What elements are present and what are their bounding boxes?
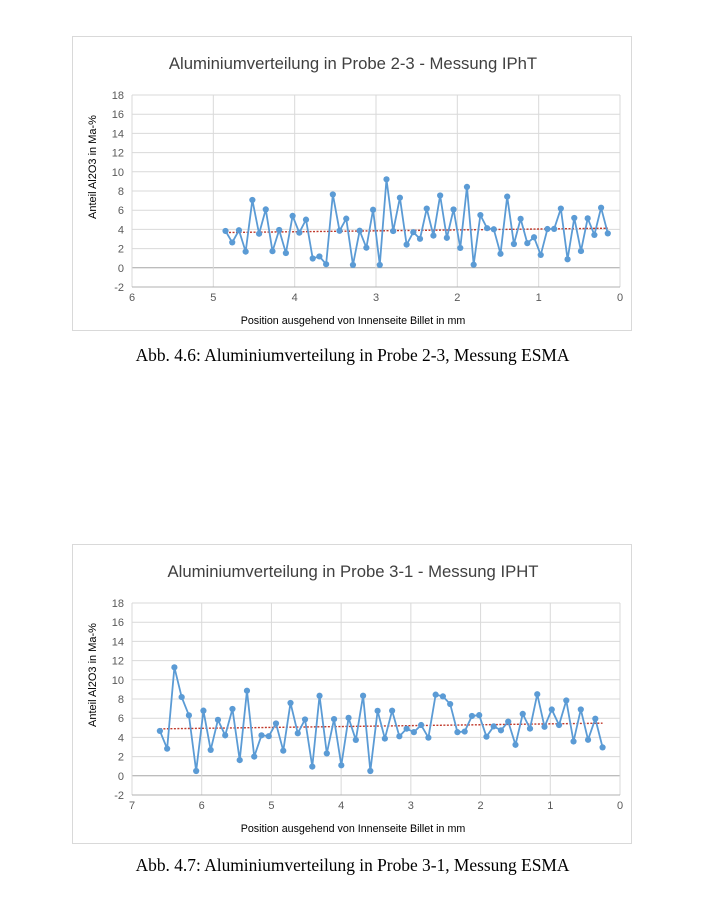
- svg-text:12: 12: [112, 148, 124, 160]
- svg-text:3: 3: [373, 292, 379, 304]
- svg-text:18: 18: [112, 90, 124, 102]
- svg-text:4: 4: [292, 292, 298, 304]
- svg-text:-2: -2: [114, 790, 124, 802]
- svg-text:2: 2: [478, 800, 484, 812]
- svg-text:18: 18: [112, 598, 124, 610]
- svg-text:16: 16: [112, 617, 124, 629]
- svg-text:-2: -2: [114, 282, 124, 294]
- svg-text:6: 6: [118, 713, 124, 725]
- svg-text:0: 0: [617, 292, 623, 304]
- svg-text:14: 14: [112, 636, 124, 648]
- svg-text:4: 4: [118, 732, 124, 744]
- svg-text:4: 4: [338, 800, 344, 812]
- svg-text:0: 0: [118, 771, 124, 783]
- svg-text:12: 12: [112, 656, 124, 668]
- svg-text:6: 6: [199, 800, 205, 812]
- svg-text:2: 2: [454, 292, 460, 304]
- svg-text:8: 8: [118, 186, 124, 198]
- svg-text:6: 6: [118, 205, 124, 217]
- svg-text:1: 1: [547, 800, 553, 812]
- svg-text:5: 5: [268, 800, 274, 812]
- svg-text:1: 1: [536, 292, 542, 304]
- svg-text:0: 0: [118, 263, 124, 275]
- svg-text:5: 5: [210, 292, 216, 304]
- svg-text:2: 2: [118, 244, 124, 256]
- svg-text:0: 0: [617, 800, 623, 812]
- svg-text:8: 8: [118, 694, 124, 706]
- svg-text:4: 4: [118, 224, 124, 236]
- svg-text:14: 14: [112, 128, 124, 140]
- svg-text:10: 10: [112, 675, 124, 687]
- svg-text:2: 2: [118, 752, 124, 764]
- svg-text:3: 3: [408, 800, 414, 812]
- svg-text:16: 16: [112, 109, 124, 121]
- svg-text:6: 6: [129, 292, 135, 304]
- svg-text:10: 10: [112, 167, 124, 179]
- svg-text:7: 7: [129, 800, 135, 812]
